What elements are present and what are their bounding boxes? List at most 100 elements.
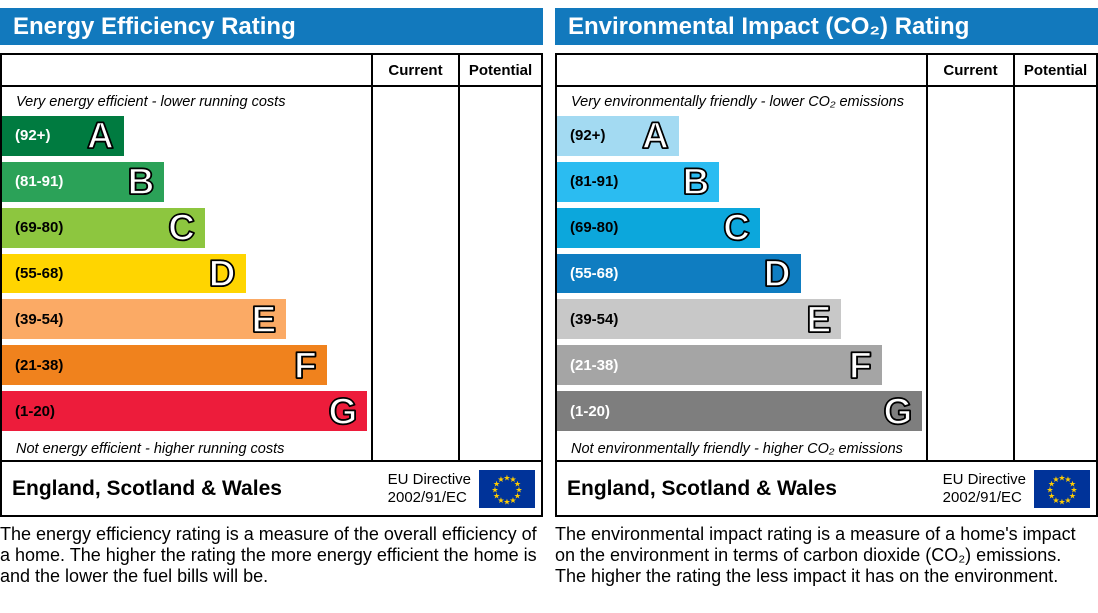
svg-text:★: ★	[1046, 485, 1053, 494]
band-range-label: (69-80)	[15, 219, 64, 237]
rating-band-d: (55-68) D	[557, 253, 801, 294]
svg-text:★: ★	[1058, 473, 1065, 482]
top-note: Very energy efficient - lower running co…	[16, 94, 286, 110]
eu-flag-icon: ★★★ ★★★ ★★★ ★★★	[1034, 469, 1090, 508]
top-note: Very environmentally friendly - lower CO…	[571, 94, 904, 110]
chart-footer: England, Scotland & Wales EU Directive 2…	[2, 460, 541, 515]
rating-band-d: (55-68) D	[2, 253, 246, 294]
environmental-impact-panel: Environmental Impact (CO₂) Rating Curren…	[555, 0, 1098, 613]
rating-band-e: (39-54) E	[2, 298, 287, 340]
svg-text:★: ★	[503, 473, 510, 482]
band-range-label: (55-68)	[570, 265, 619, 282]
potential-column-cell	[1013, 87, 1096, 460]
potential-column-cell	[458, 87, 541, 460]
band-range-label: (55-68)	[15, 265, 64, 282]
rating-band-b: (81-91) B	[2, 161, 165, 203]
column-header-current: Current	[926, 55, 1013, 87]
column-header-potential: Potential	[1013, 55, 1096, 87]
svg-text:★: ★	[1048, 491, 1055, 500]
svg-text:★: ★	[514, 479, 521, 488]
svg-text:★: ★	[1070, 485, 1077, 494]
svg-text:★: ★	[509, 495, 516, 504]
rating-band-c: (69-80) C	[2, 207, 205, 249]
rating-bands-area: Very environmentally friendly - lower CO…	[557, 87, 926, 460]
environmental-title-bar: Environmental Impact (CO₂) Rating	[555, 8, 1098, 45]
svg-text:★: ★	[1064, 475, 1071, 484]
svg-text:★: ★	[493, 479, 500, 488]
panel-title: Energy Efficiency Rating	[13, 12, 296, 40]
band-range-label: (21-38)	[570, 356, 619, 374]
band-letter: A	[641, 115, 669, 157]
panel-title: Environmental Impact (CO₂) Rating	[568, 12, 970, 40]
column-header-current: Current	[371, 55, 458, 87]
rating-band-g: (1-20) G	[557, 390, 923, 432]
band-range-label: (69-80)	[570, 219, 619, 237]
svg-text:★: ★	[1058, 497, 1065, 506]
svg-text:★: ★	[497, 475, 504, 484]
band-letter: D	[763, 253, 791, 294]
header-spacer	[2, 55, 371, 87]
rating-band-a: (92+) A	[557, 116, 679, 156]
svg-text:★: ★	[514, 491, 521, 500]
svg-text:★: ★	[497, 495, 504, 504]
band-range-label: (1-20)	[570, 402, 611, 420]
energy-efficiency-panel: Energy Efficiency Rating Current Potenti…	[0, 0, 543, 613]
rating-band-e: (39-54) E	[557, 298, 842, 340]
band-letter: G	[328, 390, 358, 432]
band-range-label: (81-91)	[15, 173, 64, 191]
band-letter: D	[208, 253, 236, 294]
svg-text:★: ★	[503, 497, 510, 506]
rating-band-g: (1-20) G	[2, 390, 368, 432]
energy-rating-chart: Current Potential Very energy efficient …	[0, 53, 543, 517]
band-letter: F	[848, 344, 872, 386]
header-spacer	[557, 55, 926, 87]
eu-directive-text: EU Directive 2002/91/EC	[942, 471, 1026, 506]
svg-text:★: ★	[493, 491, 500, 500]
svg-text:★: ★	[515, 485, 522, 494]
band-letter: B	[682, 161, 710, 203]
band-range-label: (92+)	[570, 127, 606, 145]
band-letter: F	[293, 344, 317, 386]
environmental-rating-chart: Current Potential Very environmentally f…	[555, 53, 1098, 517]
band-range-label: (1-20)	[15, 402, 56, 420]
svg-text:★: ★	[1069, 479, 1076, 488]
band-letter: C	[167, 207, 195, 249]
svg-text:★: ★	[1048, 479, 1055, 488]
description-text: The environmental impact rating is a mea…	[555, 524, 1076, 587]
svg-text:★: ★	[491, 485, 498, 494]
band-letter: G	[883, 390, 913, 432]
current-column-cell	[371, 87, 458, 460]
eu-directive-text: EU Directive 2002/91/EC	[387, 471, 471, 506]
svg-text:★: ★	[1069, 491, 1076, 500]
rating-band-b: (81-91) B	[557, 161, 720, 203]
band-letter: E	[251, 298, 277, 340]
band-letter: A	[86, 115, 114, 157]
description-text: The energy efficiency rating is a measur…	[0, 524, 537, 587]
footer-region-label: England, Scotland & Wales	[567, 476, 837, 500]
svg-text:★: ★	[1052, 475, 1059, 484]
band-letter: B	[127, 161, 155, 203]
svg-text:★: ★	[1064, 495, 1071, 504]
energy-title-bar: Energy Efficiency Rating	[0, 8, 543, 45]
band-range-label: (92+)	[15, 127, 51, 145]
bottom-note: Not energy efficient - higher running co…	[16, 441, 285, 458]
band-range-label: (39-54)	[15, 310, 64, 328]
column-header-potential: Potential	[458, 55, 541, 87]
rating-band-f: (21-38) F	[557, 344, 882, 386]
rating-band-c: (69-80) C	[557, 207, 760, 249]
rating-bands-area: Very energy efficient - lower running co…	[2, 87, 371, 460]
band-range-label: (21-38)	[15, 356, 64, 374]
band-letter: E	[806, 298, 832, 340]
rating-band-f: (21-38) F	[2, 344, 327, 386]
svg-text:★: ★	[509, 475, 516, 484]
bottom-note: Not environmentally friendly - higher CO…	[571, 441, 903, 458]
eu-flag-icon: ★★★ ★★★ ★★★ ★★★	[479, 469, 535, 508]
band-range-label: (39-54)	[570, 310, 619, 328]
svg-text:★: ★	[1052, 495, 1059, 504]
band-letter: C	[722, 207, 750, 249]
band-range-label: (81-91)	[570, 173, 619, 191]
footer-region-label: England, Scotland & Wales	[12, 476, 282, 500]
current-column-cell	[926, 87, 1013, 460]
rating-band-a: (92+) A	[2, 116, 124, 156]
